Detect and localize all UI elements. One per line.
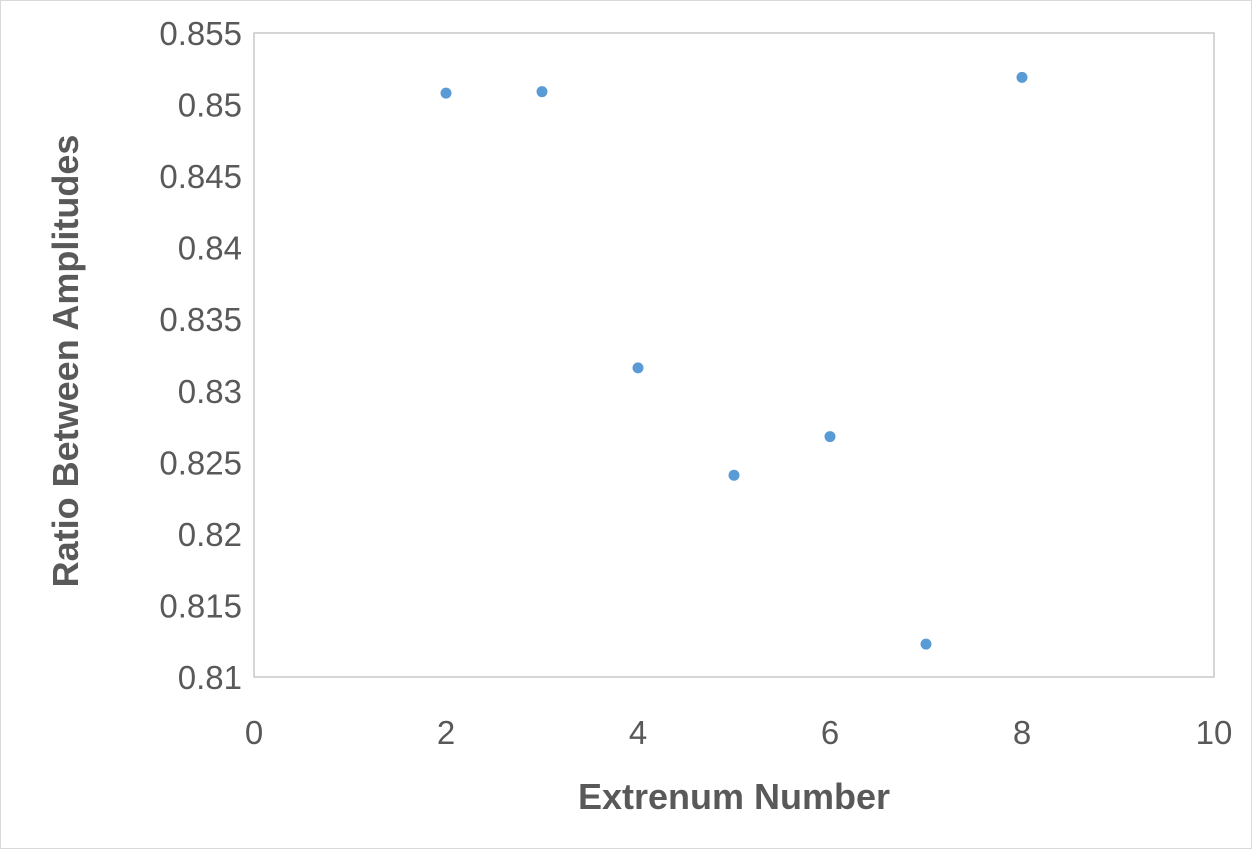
data-point <box>632 362 644 374</box>
data-point <box>728 469 740 481</box>
y-tick-label: 0.84 <box>178 230 242 267</box>
y-tick-label: 0.815 <box>159 587 242 624</box>
data-point <box>920 638 932 650</box>
y-tick-label: 0.85 <box>178 87 242 124</box>
data-point <box>1016 71 1028 83</box>
x-tick-label: 6 <box>821 714 839 751</box>
data-point <box>440 87 452 99</box>
y-tick-label: 0.82 <box>178 516 242 553</box>
x-tick-label: 10 <box>1196 714 1233 751</box>
plot-area-border <box>253 32 1215 678</box>
y-tick-label: 0.835 <box>159 301 242 338</box>
y-tick-label: 0.845 <box>159 158 242 195</box>
y-tick-label: 0.855 <box>159 15 242 52</box>
data-point <box>536 86 548 98</box>
x-tick-label: 4 <box>629 714 647 751</box>
y-axis-title: Ratio Between Amplitudes <box>45 135 86 588</box>
x-tick-label: 2 <box>437 714 455 751</box>
data-point <box>824 431 836 443</box>
x-axis-title: Extrenum Number <box>578 776 890 817</box>
y-tick-label: 0.825 <box>159 444 242 481</box>
y-tick-label: 0.83 <box>178 373 242 410</box>
y-tick-label: 0.81 <box>178 659 242 696</box>
x-tick-label: 8 <box>1013 714 1031 751</box>
x-tick-label: 0 <box>245 714 263 751</box>
